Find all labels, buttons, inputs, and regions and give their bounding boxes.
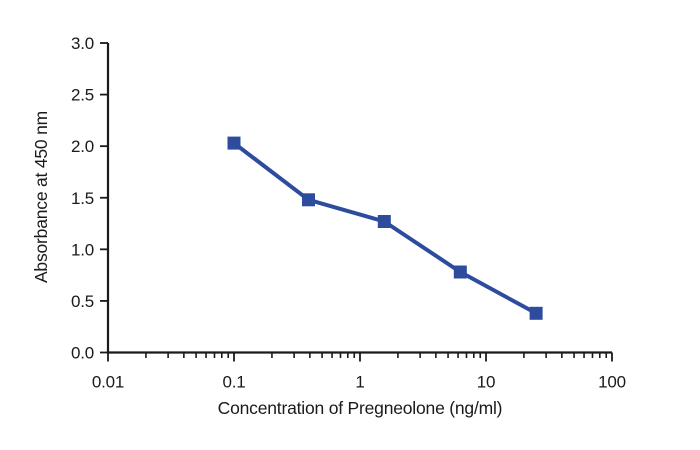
series-line — [232, 141, 539, 316]
y-tick-label: 0.5 — [71, 292, 94, 311]
y-tick-label: 0.0 — [71, 344, 94, 363]
x-axis-title: Concentration of Pregneolone (ng/ml) — [218, 398, 503, 418]
x-tick-label: 10 — [477, 373, 496, 392]
y-tick-label: 2.5 — [71, 86, 94, 105]
axes-layer: 0.0 0.5 1.0 1.5 2.0 2.5 3.0 0.01 0.1 1 10 100 — [71, 34, 626, 392]
data-point-marker — [302, 193, 315, 207]
series-layer — [227, 136, 543, 320]
y-axis-title: Absorbance at 450 nm — [31, 111, 51, 283]
y-tick-label: 1.5 — [71, 189, 94, 208]
y-tick-label: 1.0 — [71, 240, 94, 259]
y-tick-label: 3.0 — [71, 34, 94, 53]
data-point-marker — [227, 136, 241, 150]
data-point-marker — [377, 215, 391, 228]
y-tick-label: 2.0 — [71, 137, 94, 156]
x-tick-label: 1 — [355, 373, 364, 392]
x-tick-label: 0.01 — [92, 373, 124, 392]
x-tick-label: 0.1 — [222, 373, 245, 392]
data-point-marker — [453, 265, 467, 279]
x-tick-label: 100 — [598, 373, 626, 392]
data-point-marker — [529, 306, 543, 320]
